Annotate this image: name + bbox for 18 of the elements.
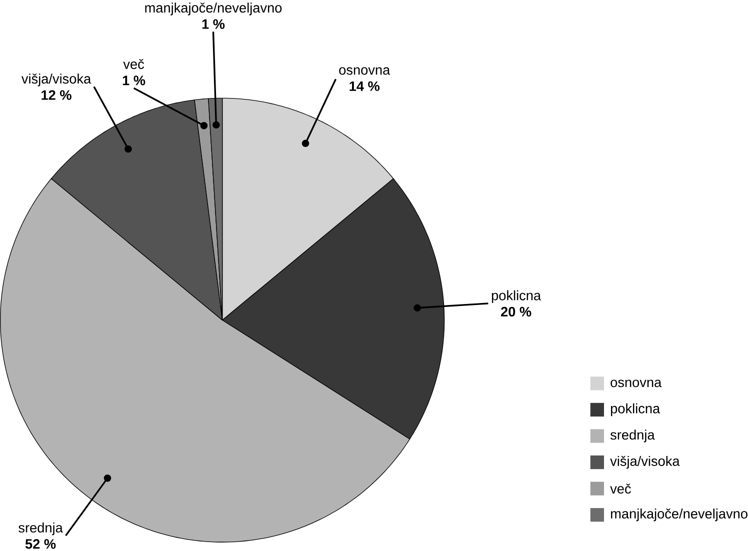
legend-label: osnovna bbox=[610, 380, 662, 387]
data-label: 14 % bbox=[350, 81, 380, 91]
data-label: 52 % bbox=[25, 538, 56, 549]
slice-label: srednja bbox=[18, 522, 63, 536]
slice-label: več bbox=[123, 58, 144, 69]
data-label: 1 % bbox=[202, 19, 225, 29]
slice-label: osnovna bbox=[339, 67, 390, 75]
slice-label: višja/visoka bbox=[21, 73, 92, 86]
legend-label: poklicna bbox=[610, 403, 660, 416]
legend-label: več bbox=[610, 483, 631, 494]
legend-label: manjkajoče/neveljavno bbox=[610, 508, 748, 522]
data-label: 12 % bbox=[42, 90, 72, 100]
slice-label: manjkajoče/neveljavno bbox=[145, 2, 282, 16]
legend-label: višja/visoka bbox=[610, 456, 680, 468]
legend-label: srednja bbox=[610, 429, 655, 442]
data-label: 1 % bbox=[122, 75, 146, 86]
data-label: 20 % bbox=[500, 306, 532, 316]
slice-label: poklicna bbox=[492, 290, 542, 303]
